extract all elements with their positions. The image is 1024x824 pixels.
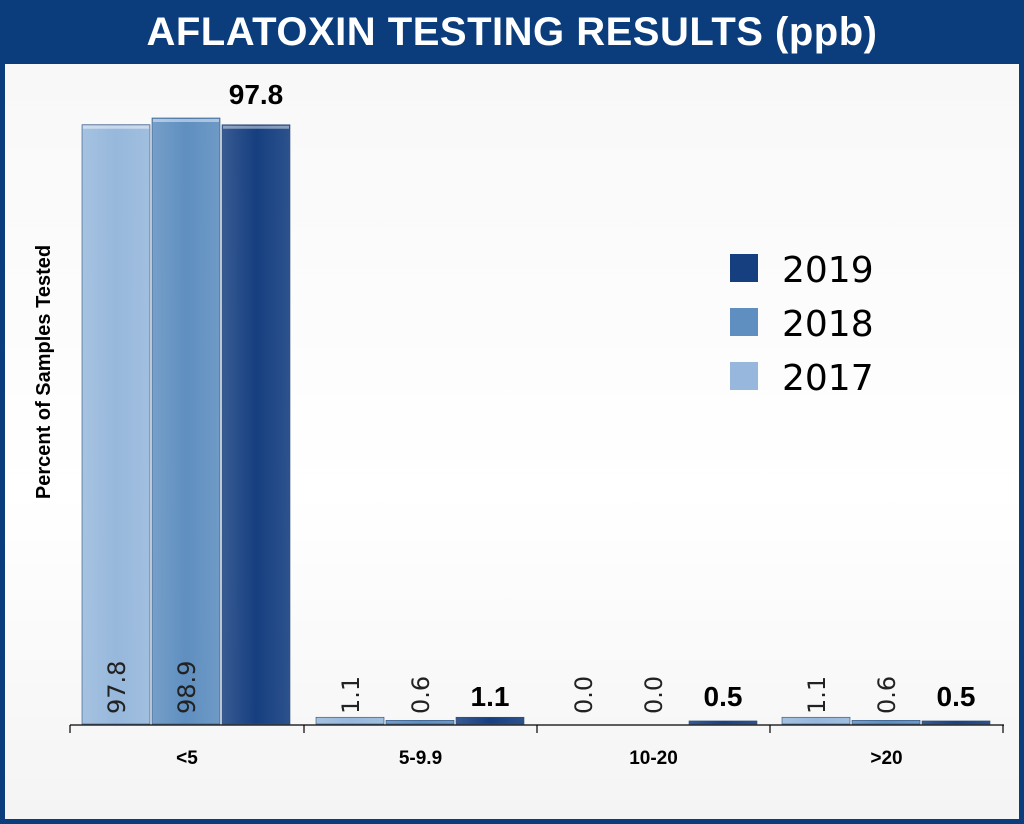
legend-label-2019: 2019 <box>782 250 874 291</box>
value-label-2017-2: 0.0 <box>570 676 598 714</box>
value-label-2019-1: 1.1 <box>471 681 510 712</box>
x-tick-label-2: 10-20 <box>629 748 678 769</box>
bar-2019-3 <box>921 720 991 725</box>
legend-swatch-2019 <box>730 254 758 282</box>
x-axis: <5 5-9.9 10-20 >20 <box>69 724 1004 769</box>
bar-2017-1 <box>315 716 385 725</box>
value-label-2018-1: 0.6 <box>407 676 435 714</box>
x-tick-label-1: 5-9.9 <box>399 748 442 769</box>
legend: 2019 2018 2017 <box>730 250 874 399</box>
x-tick-label-0: <5 <box>176 748 198 769</box>
legend-swatch-2017 <box>730 362 758 390</box>
value-label-2019-2: 0.5 <box>704 681 743 712</box>
bar-highlight <box>153 119 219 122</box>
value-label-2017-0: 97.8 <box>103 661 131 714</box>
value-label-2018-0: 98.9 <box>173 661 201 714</box>
value-labels-group: 97.8 98.9 97.8 1.1 0.6 1.1 0.0 0.0 0.5 1.1 0.6 0.5 <box>103 79 975 714</box>
legend-label-2017: 2017 <box>782 358 874 399</box>
bar-2017-3 <box>781 716 851 725</box>
value-label-2018-3: 0.6 <box>873 676 901 714</box>
chart-title: AFLATOXIN TESTING RESULTS (ppb) <box>146 9 878 54</box>
value-label-2019-0: 97.8 <box>229 79 284 110</box>
bar-2018-1 <box>385 720 455 725</box>
y-axis-label: Percent of Samples Tested <box>33 245 55 499</box>
value-label-2017-3: 1.1 <box>803 676 831 714</box>
bar-highlight <box>223 125 289 129</box>
value-label-2019-3: 0.5 <box>937 681 976 712</box>
title-bar: AFLATOXIN TESTING RESULTS (ppb) <box>0 0 1024 64</box>
legend-swatch-2018 <box>730 308 758 336</box>
x-tick-label-3: >20 <box>870 748 902 769</box>
bars-group <box>81 117 991 725</box>
bar-highlight <box>83 125 149 129</box>
bar-2019-2 <box>688 720 758 725</box>
bar-2017-0 <box>81 124 151 725</box>
legend-label-2018: 2018 <box>782 304 874 345</box>
value-label-2018-2: 0.0 <box>640 676 668 714</box>
bar-2018-0 <box>151 117 221 725</box>
bar-2018-3 <box>851 720 921 725</box>
bar-2019-1 <box>455 716 525 725</box>
bar-2019-0 <box>221 124 291 725</box>
value-label-2017-1: 1.1 <box>337 676 365 714</box>
